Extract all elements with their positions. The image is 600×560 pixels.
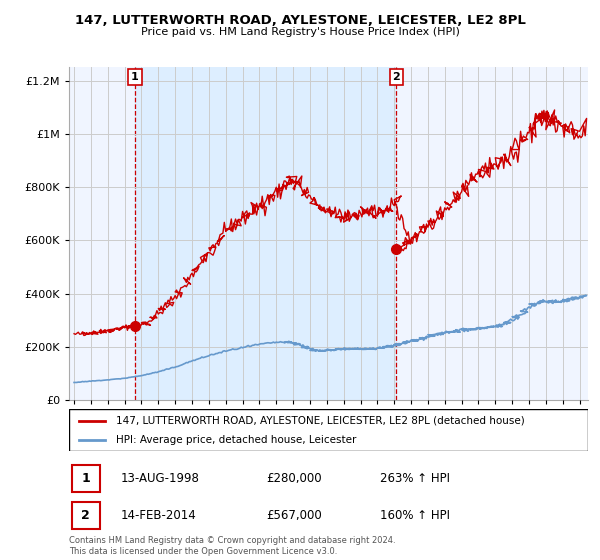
Text: 160% ↑ HPI: 160% ↑ HPI [380,508,451,522]
Text: Contains HM Land Registry data © Crown copyright and database right 2024.
This d: Contains HM Land Registry data © Crown c… [69,536,395,556]
Bar [71,465,100,492]
Text: 13-AUG-1998: 13-AUG-1998 [121,472,200,486]
Text: £567,000: £567,000 [266,508,322,522]
Text: 147, LUTTERWORTH ROAD, AYLESTONE, LEICESTER, LE2 8PL (detached house): 147, LUTTERWORTH ROAD, AYLESTONE, LEICES… [116,416,524,426]
Text: 263% ↑ HPI: 263% ↑ HPI [380,472,451,486]
Text: 1: 1 [131,72,139,82]
Bar [135,67,396,400]
Bar [71,502,100,529]
Text: 2: 2 [81,508,90,522]
Text: £280,000: £280,000 [266,472,322,486]
Text: 1: 1 [81,472,90,486]
Text: 14-FEB-2014: 14-FEB-2014 [121,508,197,522]
Text: Price paid vs. HM Land Registry's House Price Index (HPI): Price paid vs. HM Land Registry's House … [140,27,460,37]
Text: 2: 2 [392,72,400,82]
Text: 147, LUTTERWORTH ROAD, AYLESTONE, LEICESTER, LE2 8PL: 147, LUTTERWORTH ROAD, AYLESTONE, LEICES… [74,14,526,27]
Text: HPI: Average price, detached house, Leicester: HPI: Average price, detached house, Leic… [116,435,356,445]
